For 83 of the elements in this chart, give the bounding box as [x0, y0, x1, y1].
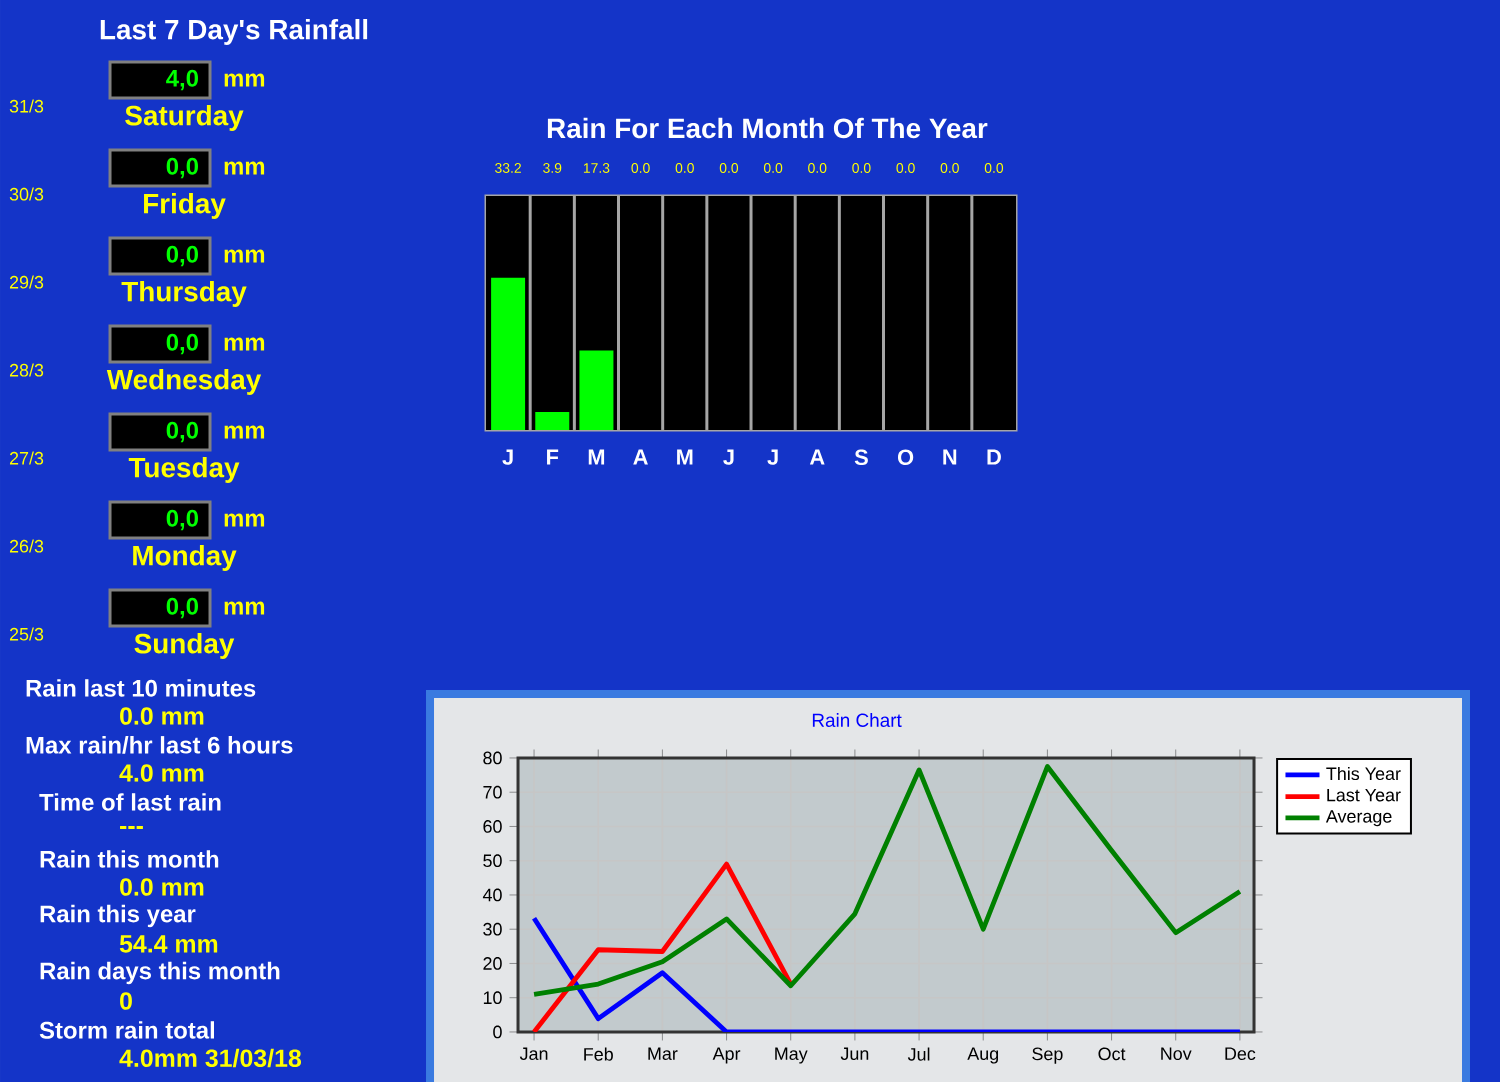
text: Max rain/hr last 6 hours — [26, 736, 293, 754]
line-series — [531, 861, 794, 1032]
text: Time of last rain — [39, 793, 221, 811]
y-tick-label: 40 — [482, 888, 502, 902]
text: 0.0 mm — [120, 707, 204, 725]
text: 4.0 mm — [119, 764, 204, 782]
text: 0 — [120, 992, 132, 1010]
x-tick-label: Dec — [1225, 1047, 1256, 1061]
text: 28/3 — [9, 363, 44, 377]
text: Monday — [133, 544, 237, 571]
text: 4,0 — [166, 69, 198, 91]
text: 25/3 — [9, 627, 44, 641]
text: Friday — [144, 192, 226, 219]
text: 4.0mm 31/03/18 — [119, 1048, 302, 1068]
x-tick-label: Mar — [648, 1047, 678, 1061]
x-tick-label: S — [854, 449, 868, 466]
text: 0,0 — [166, 157, 198, 179]
x-tick-label: F — [547, 449, 559, 465]
y-tick-label: 60 — [483, 820, 502, 833]
x-tick-label: D — [987, 449, 1001, 465]
text: mm — [224, 337, 265, 351]
x-tick-label: May — [775, 1047, 808, 1064]
text: 0,0 — [166, 421, 198, 443]
y-tick-label: 20 — [483, 957, 502, 970]
x-tick-label: O — [897, 449, 914, 466]
text: 30/3 — [9, 187, 44, 201]
text: 54.4 mm — [119, 935, 218, 953]
text: 29/3 — [9, 275, 44, 289]
x-tick-label: M — [588, 449, 605, 465]
x-tick-label: Feb — [584, 1047, 613, 1061]
legend-label: This Year — [1326, 766, 1401, 781]
text: Thursday — [121, 280, 247, 307]
text: Last 7 Day's Rainfall — [100, 18, 368, 45]
text: Rain this year — [40, 904, 196, 928]
x-tick-label: Jul — [907, 1047, 930, 1061]
text: 26/3 — [9, 539, 44, 553]
text: 27/3 — [9, 451, 44, 465]
legend-label: Last Year — [1327, 788, 1401, 802]
text: mm — [224, 161, 265, 175]
legend-label: Average — [1325, 810, 1392, 827]
text: 0,0 — [166, 509, 198, 531]
chart-title: Rain For Each Month Of The Year — [547, 117, 988, 139]
text: Rain last 10 minutes — [26, 679, 256, 697]
text: Sunday — [134, 632, 235, 659]
text: Rain this month — [40, 850, 219, 868]
text: mm — [224, 513, 265, 527]
text: mm — [224, 425, 265, 439]
text: mm — [224, 73, 265, 87]
y-tick-label: 10 — [483, 991, 502, 1005]
x-tick-label: Sep — [1032, 1047, 1063, 1064]
text: mm — [224, 601, 265, 615]
text: Wednesday — [106, 368, 262, 395]
text: Saturday — [125, 104, 244, 131]
y-tick-label: 50 — [483, 854, 502, 868]
x-tick-label: J — [767, 449, 778, 465]
text: 0,0 — [166, 245, 198, 267]
x-tick-label: Jan — [519, 1047, 548, 1061]
chart-title: Rain Chart — [812, 713, 902, 727]
x-tick-label: Nov — [1161, 1047, 1192, 1061]
text: 0,0 — [166, 597, 198, 619]
x-tick-label: J — [723, 449, 734, 465]
text: 0.0 mm — [120, 878, 204, 896]
x-tick-label: M — [677, 449, 693, 465]
y-tick-label: 30 — [483, 922, 502, 936]
text: Storm rain total — [39, 1021, 215, 1039]
text: mm — [224, 249, 265, 263]
x-tick-label: J — [502, 449, 513, 465]
x-tick-label: N — [943, 449, 957, 465]
text: --- — [120, 826, 143, 829]
x-tick-label: Apr — [712, 1047, 741, 1064]
line-series — [531, 764, 1243, 997]
y-tick-label: 70 — [483, 785, 502, 799]
x-tick-label: A — [809, 449, 825, 465]
x-tick-label: A — [633, 449, 648, 465]
x-tick-label: Jun — [840, 1047, 869, 1061]
y-tick-label: 0 — [493, 1025, 502, 1039]
text: 0,0 — [166, 333, 198, 355]
text: Tuesday — [128, 456, 240, 483]
text: Rain days this month — [40, 961, 280, 985]
x-tick-label: Aug — [967, 1047, 999, 1064]
x-tick-label: Oct — [1098, 1047, 1126, 1061]
text: 31/3 — [9, 99, 44, 113]
y-tick-label: 80 — [483, 751, 502, 765]
